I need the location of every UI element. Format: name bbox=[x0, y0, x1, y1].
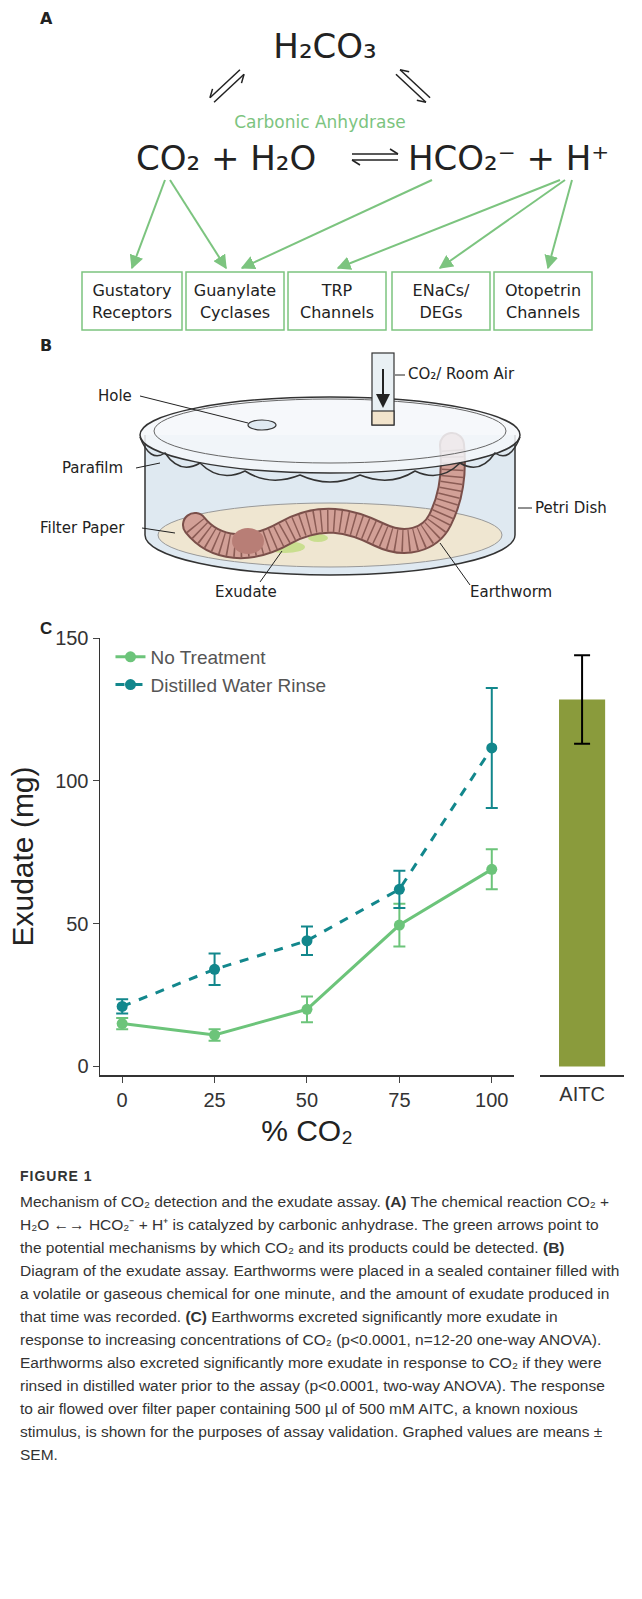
svg-text:Channels: Channels bbox=[300, 303, 374, 322]
svg-text:ENaCs/: ENaCs/ bbox=[413, 281, 470, 300]
svg-text:Petri Dish: Petri Dish bbox=[535, 499, 607, 517]
svg-text:% CO₂: % CO₂ bbox=[261, 1114, 353, 1147]
svg-text:25: 25 bbox=[203, 1089, 225, 1111]
svg-text:50: 50 bbox=[296, 1089, 318, 1111]
svg-text:Hole: Hole bbox=[98, 387, 132, 405]
html-text:Diagram of the exudate assay.: Diagram of the exudate assay. Earthworms… bbox=[20, 1262, 620, 1463]
svg-text:HCO₂⁻ + H⁺: HCO₂⁻ + H⁺ bbox=[408, 138, 609, 178]
html-text:C: C bbox=[40, 619, 53, 638]
svg-text:0: 0 bbox=[117, 1089, 128, 1111]
svg-text:75: 75 bbox=[388, 1089, 410, 1111]
svg-text:CO₂/ Room Air: CO₂/ Room Air bbox=[408, 365, 515, 383]
svg-text:Carbonic Anhydrase: Carbonic Anhydrase bbox=[234, 112, 405, 132]
svg-text:100: 100 bbox=[475, 1089, 508, 1111]
svg-text:No Treatment: No Treatment bbox=[150, 647, 266, 668]
svg-text:Gustatory: Gustatory bbox=[92, 281, 171, 300]
svg-text:Guanylate: Guanylate bbox=[194, 281, 276, 300]
svg-text:Earthworm: Earthworm bbox=[470, 583, 552, 601]
svg-text:CO₂ + H₂O: CO₂ + H₂O bbox=[136, 138, 316, 178]
svg-text:Parafilm: Parafilm bbox=[62, 459, 123, 477]
svg-text:0: 0 bbox=[77, 1055, 88, 1077]
svg-text:Otopetrin: Otopetrin bbox=[505, 281, 581, 300]
svg-text:Filter Paper: Filter Paper bbox=[40, 519, 125, 537]
svg-text:A: A bbox=[40, 9, 53, 28]
html-text:FIGURE 1: FIGURE 1 bbox=[20, 1168, 93, 1184]
svg-text:100: 100 bbox=[55, 770, 88, 792]
svg-text:50: 50 bbox=[66, 913, 88, 935]
svg-text:TRP: TRP bbox=[321, 281, 353, 300]
svg-text:Channels: Channels bbox=[506, 303, 580, 322]
svg-text:DEGs: DEGs bbox=[419, 303, 462, 322]
html-text:Mechanism of CO₂ detection and: Mechanism of CO₂ detection and the exuda… bbox=[20, 1193, 610, 1256]
svg-text:AITC: AITC bbox=[559, 1083, 605, 1105]
svg-text:Cyclases: Cyclases bbox=[200, 303, 270, 322]
svg-text:150: 150 bbox=[55, 627, 88, 649]
svg-text:H₂CO₃: H₂CO₃ bbox=[273, 26, 376, 66]
svg-text:Exudate (mg): Exudate (mg) bbox=[6, 766, 39, 946]
svg-text:Distilled Water Rinse: Distilled Water Rinse bbox=[150, 675, 326, 696]
svg-text:Receptors: Receptors bbox=[92, 303, 172, 322]
svg-text:B: B bbox=[40, 336, 52, 355]
svg-text:Exudate: Exudate bbox=[215, 583, 277, 601]
